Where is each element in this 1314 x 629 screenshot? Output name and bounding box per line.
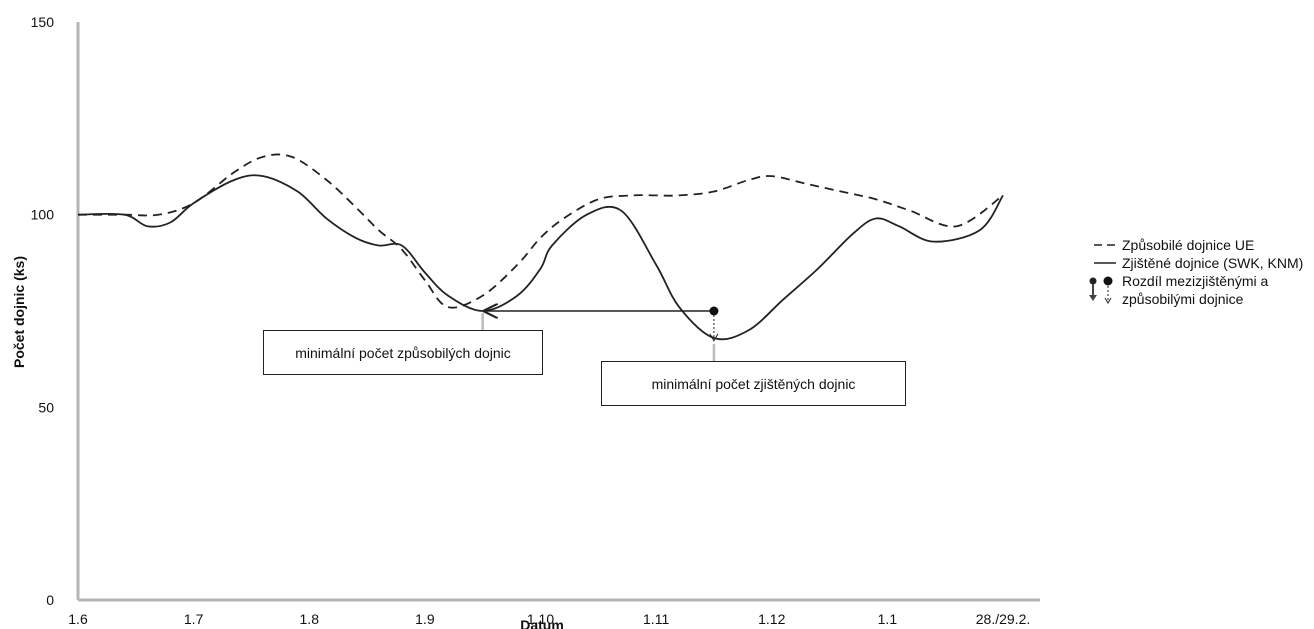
legend-label-detected: Zjištěné dojnice (SWK, KNM) [1122, 255, 1304, 271]
annotation-layer [481, 306, 719, 361]
x-tick-label: 1.12 [758, 611, 785, 627]
difference-marker-icon [1088, 272, 1122, 308]
y-tick-labels: 0 50 100 150 [31, 14, 55, 608]
y-tick-label: 50 [38, 399, 54, 415]
series-lines [77, 153, 1004, 341]
legend-label-eligible: Způsobilé dojnice UE [1122, 237, 1255, 253]
legend-item-eligible: Způsobilé dojnice UE [1088, 236, 1310, 254]
legend-label-difference: Rozdíl mezizjištěnými a způsobilými dojn… [1122, 273, 1269, 307]
legend-item-difference: Rozdíl mezizjištěnými a způsobilými dojn… [1088, 272, 1310, 308]
y-tick-label: 100 [31, 207, 55, 223]
x-tick-label: 1.9 [415, 611, 435, 627]
legend: Způsobilé dojnice UE Zjištěné dojnice (S… [1088, 236, 1310, 308]
x-tick-label: 1.7 [184, 611, 204, 627]
x-axis-title: Datum [520, 617, 564, 629]
x-tick-labels: 1.6 1.7 1.8 1.9 1.10 1.11 1.12 1.1 28./29.2. [68, 611, 1030, 627]
x-tick-label: 1.6 [68, 611, 88, 627]
annotation-min-eligible-text: minimální počet způsobilých dojnic [295, 344, 511, 361]
difference-marker-dot [709, 306, 719, 316]
y-axis-title: Počet dojnic (ks) [11, 256, 27, 368]
solid-line-icon [1088, 254, 1122, 272]
y-tick-label: 0 [46, 592, 54, 608]
annotation-min-eligible: minimální počet způsobilých dojnic [263, 330, 543, 375]
x-tick-label: 28./29.2. [976, 611, 1031, 627]
legend-item-detected: Zjištěné dojnice (SWK, KNM) [1088, 254, 1310, 272]
series-line-eligible [77, 153, 1004, 309]
annotation-min-detected-text: minimální počet zjištěných dojnic [651, 375, 856, 392]
y-tick-label: 150 [31, 14, 55, 30]
x-tick-label: 1.8 [300, 611, 320, 627]
x-tick-label: 1.1 [878, 611, 898, 627]
annotation-min-detected: minimální počet zjištěných dojnic [601, 361, 906, 406]
difference-arrowhead [709, 333, 719, 342]
x-tick-label: 1.10 [527, 611, 554, 627]
series-line-detected [77, 174, 1004, 341]
x-tick-label: 1.11 [643, 611, 669, 627]
dashed-line-icon [1088, 236, 1122, 254]
